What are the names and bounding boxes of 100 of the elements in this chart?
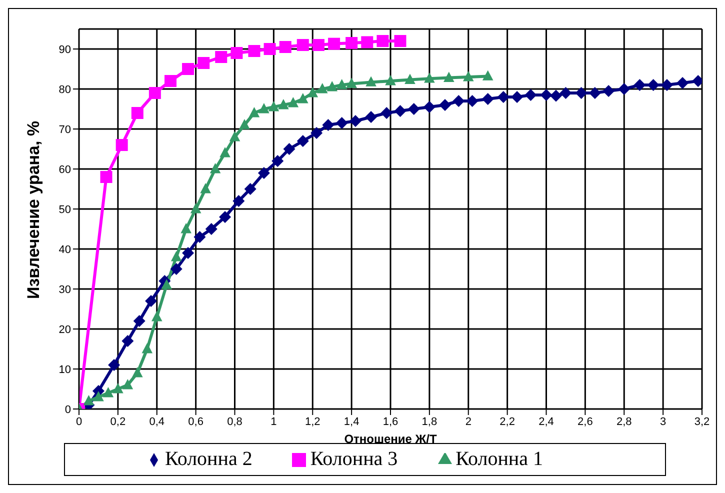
point xyxy=(316,83,328,94)
point xyxy=(328,38,340,50)
point xyxy=(361,36,374,48)
point xyxy=(244,183,256,195)
point xyxy=(380,107,393,119)
point xyxy=(205,223,218,235)
x-tick-label: 1 xyxy=(270,416,277,428)
point xyxy=(676,77,689,89)
point xyxy=(560,87,572,99)
point xyxy=(170,251,182,262)
point xyxy=(170,263,182,275)
point xyxy=(296,135,309,147)
point xyxy=(102,387,114,398)
point xyxy=(194,231,206,243)
point xyxy=(116,139,128,151)
point xyxy=(511,91,524,103)
x-tick-label: 0,6 xyxy=(188,416,204,428)
point xyxy=(148,87,161,99)
point xyxy=(182,63,194,75)
point xyxy=(122,379,134,390)
point xyxy=(93,391,104,402)
y-tick-label: 60 xyxy=(58,164,71,176)
point xyxy=(394,105,406,117)
point xyxy=(230,47,243,59)
point xyxy=(279,41,292,53)
y-tick-label: 40 xyxy=(58,244,71,256)
point xyxy=(575,87,588,99)
point xyxy=(264,43,276,55)
point xyxy=(618,83,630,95)
point xyxy=(83,395,94,406)
x-tick-label: 1,2 xyxy=(304,416,320,428)
x-tick-label: 0 xyxy=(76,416,82,428)
point xyxy=(550,90,562,102)
point xyxy=(336,79,348,90)
x-tick-label: 2,8 xyxy=(616,416,632,428)
y-tick-label: 10 xyxy=(58,364,71,376)
x-tick-label: 1,6 xyxy=(382,416,398,428)
point xyxy=(444,72,454,82)
point xyxy=(151,311,162,322)
point xyxy=(297,93,308,104)
point xyxy=(232,195,245,207)
point xyxy=(482,70,494,80)
y-axis-title: Извлечение урана, % xyxy=(24,120,44,299)
point xyxy=(161,279,172,290)
point xyxy=(408,103,420,115)
y-tick-label: 0 xyxy=(64,404,71,416)
point xyxy=(310,127,323,139)
y-tick-label: 70 xyxy=(58,124,71,136)
point xyxy=(423,101,436,113)
point xyxy=(288,97,299,108)
point xyxy=(190,203,202,214)
point xyxy=(540,89,552,101)
legend-label: Колонна 3 xyxy=(310,448,398,470)
point xyxy=(131,107,144,119)
point xyxy=(296,39,309,51)
point xyxy=(229,131,240,142)
point xyxy=(258,103,270,114)
point xyxy=(198,57,210,69)
point xyxy=(239,119,250,130)
x-tick-label: 0,4 xyxy=(149,416,165,428)
point xyxy=(182,247,194,259)
point xyxy=(145,295,158,307)
point xyxy=(180,223,192,234)
point xyxy=(307,87,318,98)
legend-label: Колонна 1 xyxy=(456,448,544,470)
point xyxy=(100,171,112,183)
point xyxy=(164,75,177,87)
point xyxy=(634,79,646,91)
y-tick-label: 80 xyxy=(58,84,71,96)
point xyxy=(346,78,357,88)
point xyxy=(336,117,348,129)
point xyxy=(283,143,296,155)
x-tick-label: 1,8 xyxy=(422,416,438,428)
point xyxy=(322,119,334,131)
x-tick-label: 2,2 xyxy=(500,416,515,428)
point xyxy=(200,183,211,194)
point xyxy=(482,93,494,105)
x-tick-label: 3,2 xyxy=(694,416,710,428)
point xyxy=(219,211,232,223)
point xyxy=(258,167,270,179)
x-tick-label: 2,4 xyxy=(538,416,554,428)
y-tick-label: 30 xyxy=(58,284,71,296)
y-tick-label: 50 xyxy=(58,204,71,216)
x-tick-label: 2,6 xyxy=(578,416,593,428)
y-tick-label: 90 xyxy=(58,44,71,56)
point xyxy=(404,74,416,84)
point xyxy=(524,89,537,101)
point xyxy=(349,115,362,127)
x-tick-label: 3 xyxy=(660,416,666,428)
point xyxy=(272,155,284,167)
x-tick-label: 0,8 xyxy=(227,416,242,428)
point xyxy=(366,76,376,86)
y-tick-label: 20 xyxy=(58,324,71,336)
point xyxy=(602,85,615,97)
point xyxy=(122,335,134,347)
x-axis-title: Отношение Ж/Т xyxy=(344,432,438,446)
point xyxy=(365,111,378,123)
point xyxy=(326,81,338,92)
point xyxy=(215,51,228,63)
point xyxy=(132,367,143,378)
